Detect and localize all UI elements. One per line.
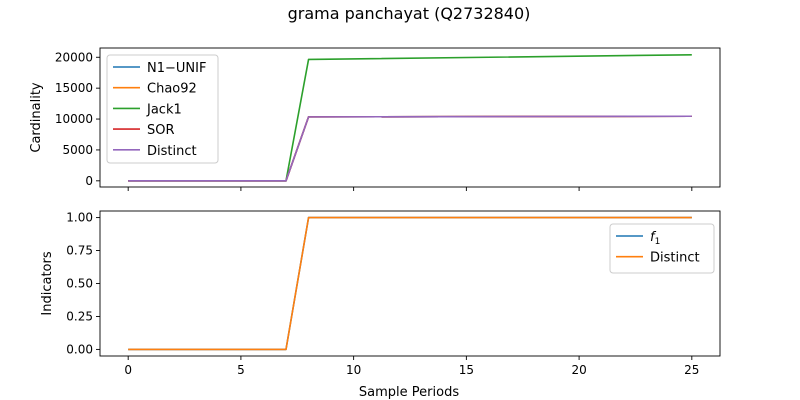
y-tick-label: 0.00: [66, 342, 93, 356]
legend-label-4: Distinct: [147, 144, 197, 159]
x-tick-label: 0: [124, 363, 132, 377]
y-tick-label: 10000: [55, 112, 93, 126]
y-tick-label: 20000: [55, 50, 93, 64]
y-tick-label: 1.00: [66, 211, 93, 225]
legend-label-0: f1: [650, 230, 660, 247]
figure-title: grama panchayat (Q2732840): [288, 4, 531, 23]
x-tick-label: 15: [459, 363, 474, 377]
legend-label-1: Distinct: [650, 251, 700, 266]
axes-frame: [99, 47, 721, 188]
x-tick-label: 10: [346, 363, 361, 377]
series-line-4: [128, 115, 692, 182]
legend-box: [106, 54, 219, 164]
y-tick-label: 0: [85, 174, 93, 188]
y-tick-label: 0.75: [66, 244, 93, 258]
x-tick-label: 5: [237, 363, 245, 377]
y-tick-label: 5000: [62, 143, 93, 157]
legend-label-3: SOR: [147, 123, 175, 138]
indicators-subplot: Indicators 0 5 10 15 20 25 0.00 0.25 0.50 0.75 1.00…: [40, 210, 721, 377]
legend: N1−UNIF Chao92 Jack1 SOR Distinct: [106, 54, 219, 164]
legend-label-1: Chao92: [147, 82, 197, 97]
cardinality-subplot: Cardinality 0 5000 10000 15000 20000 N1−UNIF Ch…: [29, 47, 721, 191]
x-tick-label: 25: [684, 363, 699, 377]
y-tick-label: 15000: [55, 81, 93, 95]
y-axis-label: Cardinality: [29, 82, 44, 153]
legend-label-0: N1−UNIF: [147, 61, 206, 76]
x-axis-label: Sample Periods: [359, 385, 459, 400]
x-tick-label: 20: [571, 363, 586, 377]
legend: f1 Distinct: [609, 223, 715, 274]
legend-label-2: Jack1: [146, 102, 182, 117]
series-line-1: [128, 216, 692, 351]
y-tick-label: 0.50: [66, 277, 93, 291]
y-axis-label: Indicators: [40, 251, 55, 315]
y-tick-label: 0.25: [66, 309, 93, 323]
